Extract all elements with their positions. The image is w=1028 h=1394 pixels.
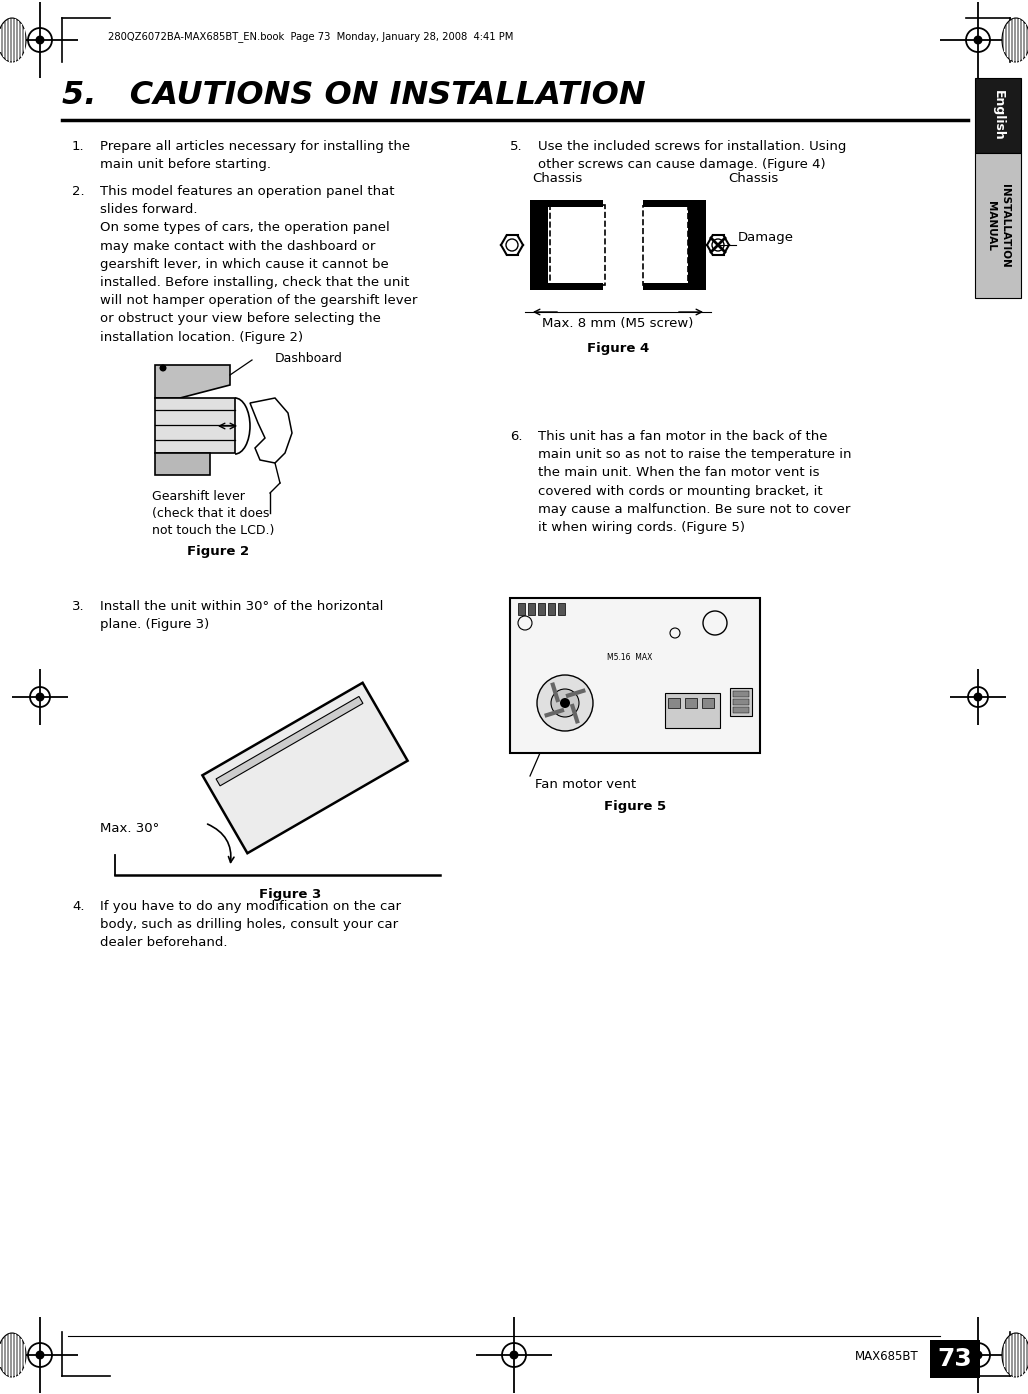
Bar xyxy=(528,604,535,615)
Text: Install the unit within 30° of the horizontal
plane. (Figure 3): Install the unit within 30° of the horiz… xyxy=(100,599,383,631)
Text: Max. 30°: Max. 30° xyxy=(100,821,159,835)
Text: Prepare all articles necessary for installing the
main unit before starting.: Prepare all articles necessary for insta… xyxy=(100,139,410,171)
Text: English: English xyxy=(991,91,1004,141)
Circle shape xyxy=(36,35,44,45)
Polygon shape xyxy=(155,365,230,399)
Bar xyxy=(538,604,545,615)
Text: 5.: 5. xyxy=(510,139,522,153)
Bar xyxy=(530,199,603,206)
Polygon shape xyxy=(203,683,408,853)
Bar xyxy=(730,689,752,717)
Ellipse shape xyxy=(0,1333,26,1377)
Text: 4.: 4. xyxy=(72,901,84,913)
Text: Figure 5: Figure 5 xyxy=(603,800,666,813)
Polygon shape xyxy=(155,453,210,475)
Circle shape xyxy=(974,693,983,701)
Bar xyxy=(548,604,555,615)
Text: Dashboard: Dashboard xyxy=(276,351,343,364)
Bar xyxy=(930,1340,980,1379)
Text: Figure 4: Figure 4 xyxy=(587,342,649,355)
Polygon shape xyxy=(216,697,363,786)
Text: Fan motor vent: Fan motor vent xyxy=(535,778,636,790)
Text: 280QZ6072BA-MAX685BT_EN.book  Page 73  Monday, January 28, 2008  4:41 PM: 280QZ6072BA-MAX685BT_EN.book Page 73 Mon… xyxy=(108,32,513,42)
Bar xyxy=(688,199,706,290)
Bar xyxy=(642,205,688,284)
Circle shape xyxy=(537,675,593,730)
Circle shape xyxy=(506,238,518,251)
Text: 1.: 1. xyxy=(72,139,84,153)
Text: Figure 3: Figure 3 xyxy=(259,888,321,901)
Bar xyxy=(530,199,548,290)
Text: 73: 73 xyxy=(938,1347,972,1372)
Text: Gearshift lever
(check that it does
not touch the LCD.): Gearshift lever (check that it does not … xyxy=(152,491,274,537)
Text: Chassis: Chassis xyxy=(533,171,582,185)
Bar xyxy=(155,399,235,453)
Circle shape xyxy=(974,35,983,45)
Bar xyxy=(510,598,760,753)
Text: Figure 2: Figure 2 xyxy=(187,545,249,558)
Bar xyxy=(702,698,714,708)
Text: INSTALLATION
MANUAL: INSTALLATION MANUAL xyxy=(987,184,1009,268)
Bar xyxy=(518,604,525,615)
Text: M5.16  MAX: M5.16 MAX xyxy=(608,654,653,662)
Text: MAX685BT: MAX685BT xyxy=(855,1349,919,1363)
Ellipse shape xyxy=(1002,1333,1028,1377)
Ellipse shape xyxy=(0,18,26,61)
Text: Use the included screws for installation. Using
other screws can cause damage. (: Use the included screws for installation… xyxy=(538,139,846,171)
Text: Max. 8 mm (M5 screw): Max. 8 mm (M5 screw) xyxy=(543,316,694,330)
Bar xyxy=(642,283,706,290)
Text: 5.   CAUTIONS ON INSTALLATION: 5. CAUTIONS ON INSTALLATION xyxy=(62,79,646,112)
Text: This model features an operation panel that
slides forward.
On some types of car: This model features an operation panel t… xyxy=(100,185,417,343)
Bar xyxy=(642,199,706,206)
Circle shape xyxy=(712,238,724,251)
Bar xyxy=(558,604,565,615)
Text: 2.: 2. xyxy=(72,185,84,198)
Circle shape xyxy=(159,364,167,371)
Bar xyxy=(668,698,680,708)
Text: 3.: 3. xyxy=(72,599,84,613)
Bar xyxy=(733,707,749,712)
Circle shape xyxy=(510,1351,518,1359)
Bar xyxy=(665,693,720,728)
Ellipse shape xyxy=(1002,18,1028,61)
Text: Damage: Damage xyxy=(738,230,794,244)
Circle shape xyxy=(551,689,579,717)
Bar xyxy=(975,153,1021,298)
Bar xyxy=(975,78,1021,153)
Text: Chassis: Chassis xyxy=(728,171,778,185)
Circle shape xyxy=(36,693,44,701)
Circle shape xyxy=(36,1351,44,1359)
Text: This unit has a fan motor in the back of the
main unit so as not to raise the te: This unit has a fan motor in the back of… xyxy=(538,429,851,534)
Bar xyxy=(685,698,697,708)
Bar xyxy=(733,691,749,697)
Circle shape xyxy=(974,1351,983,1359)
Bar xyxy=(550,205,605,284)
Bar xyxy=(530,283,603,290)
Circle shape xyxy=(560,698,570,708)
Bar xyxy=(733,698,749,705)
Text: 6.: 6. xyxy=(510,429,522,443)
Text: If you have to do any modification on the car
body, such as drilling holes, cons: If you have to do any modification on th… xyxy=(100,901,401,949)
